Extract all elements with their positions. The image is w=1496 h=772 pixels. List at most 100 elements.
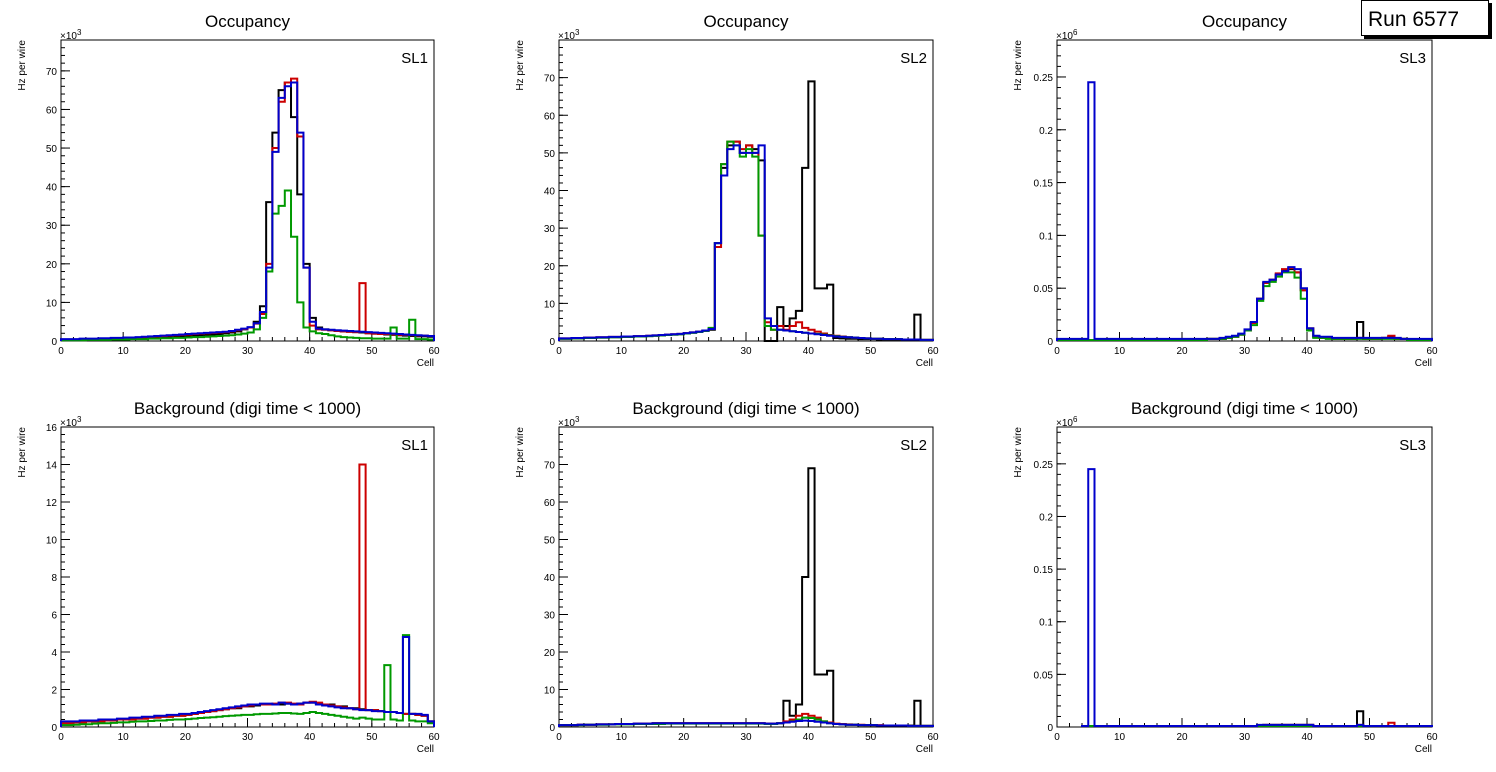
- x-tick-label: 60: [927, 732, 939, 743]
- y-exponent-power: 3: [575, 28, 580, 37]
- y-exponent-power: 3: [575, 415, 580, 424]
- plot-frame: [1056, 39, 1433, 342]
- x-tick-label: 0: [1054, 346, 1060, 357]
- y-tick-label: 10: [46, 536, 58, 547]
- superlayer-label: SL3: [1399, 437, 1426, 454]
- y-exponent-base: ×10: [1056, 31, 1073, 42]
- x-tick-label: 60: [1426, 732, 1438, 743]
- y-exponent-power: 3: [77, 415, 82, 424]
- x-tick-label: 50: [1364, 346, 1376, 357]
- y-tick-label: 60: [544, 498, 556, 509]
- series-red: [60, 463, 435, 727]
- x-tick-label: 10: [118, 732, 130, 743]
- y-tick-label: 8: [51, 573, 57, 584]
- chart-title: Background (digi time < 1000): [632, 399, 859, 418]
- x-tick-label: 40: [803, 732, 815, 743]
- y-exponent-power: 6: [1073, 415, 1078, 424]
- y-tick-label: 40: [544, 573, 556, 584]
- y-tick-label: 0.25: [1034, 460, 1054, 471]
- x-tick-label: 40: [304, 346, 316, 357]
- y-tick-label: 70: [46, 67, 58, 78]
- y-tick-label: 20: [544, 648, 556, 659]
- y-tick-label: 0: [51, 723, 57, 734]
- x-tick-label: 40: [304, 732, 316, 743]
- series-blue: [60, 81, 435, 341]
- x-tick-label: 60: [927, 346, 939, 357]
- x-tick-label: 30: [242, 346, 254, 357]
- y-exponent-label: ×106: [1056, 415, 1078, 429]
- plot-frame: [60, 39, 435, 342]
- series-green: [60, 189, 435, 342]
- y-tick-label: 30: [544, 611, 556, 622]
- y-tick-label: 0.1: [1039, 618, 1053, 629]
- chart-title: Background (digi time < 1000): [1131, 399, 1358, 418]
- series-blue: [558, 144, 934, 341]
- series-black: [60, 81, 435, 341]
- x-tick-label: 30: [740, 732, 752, 743]
- series-red: [60, 77, 435, 341]
- x-tick-label: 40: [1301, 346, 1313, 357]
- y-tick-label: 60: [544, 111, 556, 122]
- y-tick-label: 0.25: [1034, 73, 1054, 84]
- y-exponent-label: ×103: [558, 28, 580, 42]
- x-tick-label: 30: [740, 346, 752, 357]
- y-exponent-base: ×10: [1056, 418, 1073, 429]
- y-axis-label: Hz per wire: [515, 40, 526, 91]
- y-axis-label: Hz per wire: [17, 427, 28, 478]
- superlayer-label: SL1: [401, 50, 428, 67]
- x-axis-label: Cell: [417, 744, 434, 755]
- x-tick-label: 10: [1114, 732, 1126, 743]
- x-axis-label: Cell: [417, 358, 434, 369]
- y-exponent-label: ×103: [558, 415, 580, 429]
- chart-panel-6: Background (digi time < 1000) 0 10 20 30 40 50…: [1013, 399, 1438, 755]
- superlayer-label: SL1: [401, 437, 428, 454]
- x-tick-label: 20: [180, 346, 192, 357]
- y-tick-label: 70: [544, 461, 556, 472]
- x-tick-label: 50: [865, 346, 877, 357]
- y-tick-label: 0.2: [1039, 126, 1053, 137]
- chart-title: Occupancy: [205, 12, 291, 31]
- y-exponent-label: ×103: [60, 28, 82, 42]
- y-exponent-base: ×10: [558, 418, 575, 429]
- y-tick-label: 6: [51, 611, 57, 622]
- plot-frame: [60, 426, 435, 728]
- y-tick-label: 20: [46, 260, 58, 271]
- series-blue: [558, 719, 934, 727]
- y-axis-label: Hz per wire: [17, 40, 28, 91]
- superlayer-label: SL2: [900, 50, 927, 67]
- x-tick-label: 60: [1426, 346, 1438, 357]
- y-tick-label: 4: [51, 648, 57, 659]
- chart-title: Occupancy: [703, 12, 789, 31]
- superlayer-label: SL2: [900, 437, 927, 454]
- y-axis-label: Hz per wire: [515, 427, 526, 478]
- series-red: [558, 140, 934, 341]
- x-tick-label: 0: [556, 732, 562, 743]
- y-tick-label: 16: [46, 423, 58, 434]
- y-axis-label: Hz per wire: [1013, 40, 1024, 91]
- x-tick-label: 60: [428, 346, 440, 357]
- y-tick-label: 0.2: [1039, 512, 1053, 523]
- x-tick-label: 50: [366, 346, 378, 357]
- plot-frame: [558, 426, 934, 728]
- x-tick-label: 20: [678, 346, 690, 357]
- y-exponent-base: ×10: [558, 31, 575, 42]
- y-tick-label: 0: [51, 337, 57, 348]
- y-tick-label: 50: [544, 536, 556, 547]
- y-exponent-label: ×103: [60, 415, 82, 429]
- run-label: Run 6577: [1361, 0, 1489, 36]
- plot-frame: [558, 39, 934, 342]
- x-axis-label: Cell: [916, 744, 933, 755]
- y-tick-label: 0.15: [1034, 565, 1054, 576]
- x-tick-label: 40: [803, 346, 815, 357]
- y-tick-label: 0: [1047, 337, 1053, 348]
- x-axis-label: Cell: [1415, 744, 1432, 755]
- x-axis-label: Cell: [1415, 358, 1432, 369]
- y-axis-label: Hz per wire: [1013, 427, 1024, 478]
- x-tick-label: 20: [1176, 346, 1188, 357]
- x-tick-label: 20: [1176, 732, 1188, 743]
- y-tick-label: 40: [544, 187, 556, 198]
- y-tick-label: 40: [46, 183, 58, 194]
